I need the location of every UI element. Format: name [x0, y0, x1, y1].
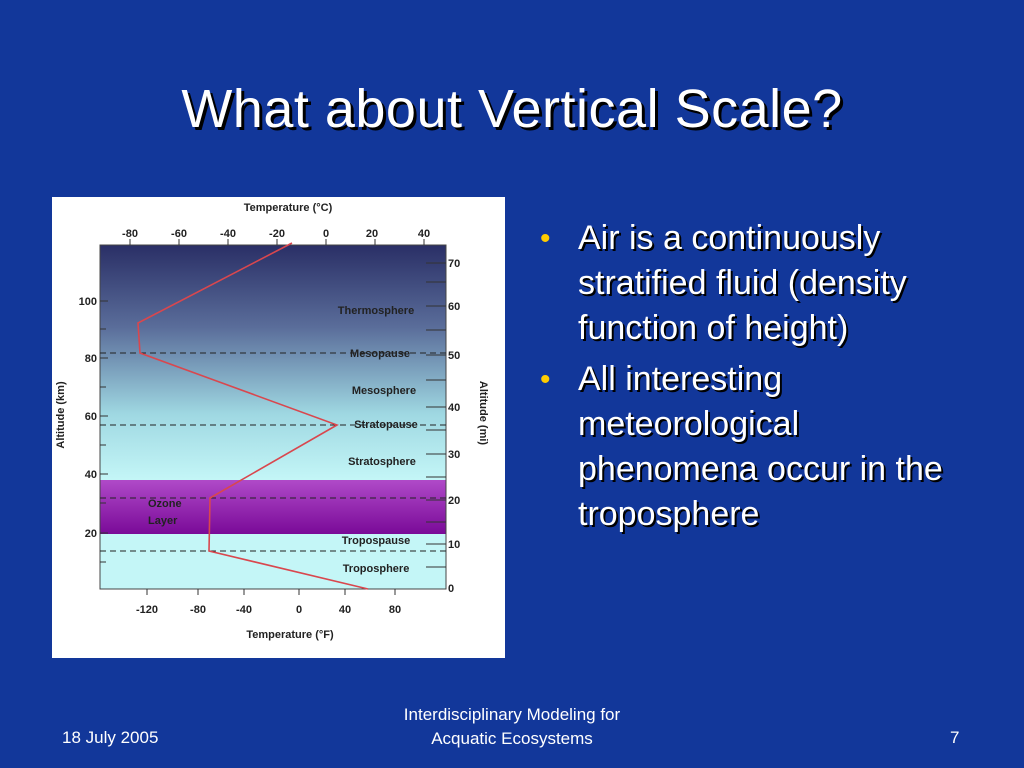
- layer-label-troposphere: Troposphere: [343, 563, 410, 575]
- bullet-item: • All interesting meteorological phenome…: [540, 357, 980, 537]
- layer-label-ozone-layer: Layer: [148, 515, 178, 527]
- bullet-dot-icon: •: [540, 363, 551, 396]
- upper-atmosphere-band: [100, 245, 446, 480]
- top-tick-label: -60: [171, 228, 187, 240]
- right-tick-label: 30: [448, 449, 460, 461]
- bottom-tick-label: -40: [236, 604, 252, 616]
- layer-label-thermosphere: Thermosphere: [338, 305, 414, 317]
- layer-label-stratopause: Stratopause: [354, 419, 418, 431]
- layer-label-tropopause: Tropospause: [342, 535, 410, 547]
- atmosphere-diagram: Temperature (°C) -80 -60 -40 -20 0 20 40…: [52, 197, 505, 658]
- right-axis-ticks: [426, 262, 446, 568]
- layer-label-mesopause: Mesopause: [350, 348, 410, 360]
- right-tick-label: 40: [448, 402, 460, 414]
- left-tick-label: 100: [79, 296, 97, 308]
- left-axis-title: Altitude (km): [55, 381, 67, 449]
- footer-title-line-2: Acquatic Ecosystems: [431, 729, 593, 748]
- left-tick-label: 60: [85, 411, 97, 423]
- right-tick-label: 60: [448, 301, 460, 313]
- bottom-tick-label: 40: [339, 604, 351, 616]
- layer-label-stratosphere: Stratosphere: [348, 456, 416, 468]
- top-tick-label: 40: [418, 228, 430, 240]
- right-tick-label: 20: [448, 495, 460, 507]
- slide-title: What about Vertical Scale?: [181, 79, 843, 139]
- ozone-layer-band: [100, 480, 446, 534]
- right-axis-title: Altitude (mi): [477, 381, 489, 445]
- horizontal-axis-ticks: [129, 239, 425, 595]
- right-tick-label: 10: [448, 539, 460, 551]
- top-tick-label: 0: [323, 228, 329, 240]
- right-tick-label: 50: [448, 350, 460, 362]
- top-axis-title: Temperature (°C): [244, 202, 333, 214]
- bullet-item: • Air is a continuously stratified fluid…: [540, 216, 980, 351]
- bullet-dot-icon: •: [540, 222, 551, 255]
- left-tick-label: 80: [85, 353, 97, 365]
- layer-label-mesosphere: Mesosphere: [352, 385, 416, 397]
- top-tick-label: -40: [220, 228, 236, 240]
- bullet-text: All interesting meteorological phenomena…: [578, 360, 943, 533]
- layer-label-ozone: Ozone: [148, 498, 182, 510]
- left-tick-label: 40: [85, 469, 97, 481]
- bottom-axis-title: Temperature (°F): [246, 629, 334, 641]
- bottom-tick-label: 0: [296, 604, 302, 616]
- bullet-list: • Air is a continuously stratified fluid…: [540, 216, 980, 543]
- top-tick-label: 20: [366, 228, 378, 240]
- bottom-tick-label: -80: [190, 604, 206, 616]
- right-tick-label: 0: [448, 583, 454, 595]
- troposphere-band: [100, 534, 446, 589]
- footer-title: Interdisciplinary Modeling for Acquatic …: [362, 703, 662, 751]
- bottom-tick-label: -120: [136, 604, 158, 616]
- left-axis-ticks: [100, 300, 108, 563]
- top-tick-label: -20: [269, 228, 285, 240]
- atmosphere-diagram-svg: Temperature (°C) -80 -60 -40 -20 0 20 40…: [55, 202, 489, 641]
- top-tick-label: -80: [122, 228, 138, 240]
- left-tick-label: 20: [85, 528, 97, 540]
- footer-title-line-1: Interdisciplinary Modeling for: [403, 705, 621, 724]
- temperature-profile-line: [137, 242, 369, 590]
- plot-frame: [99, 244, 447, 590]
- right-tick-label: 70: [448, 258, 460, 270]
- footer-date: 18 July 2005: [62, 728, 159, 747]
- bottom-tick-label: 80: [389, 604, 401, 616]
- bullet-text: Air is a continuously stratified fluid (…: [578, 219, 907, 347]
- page-number: 7: [950, 728, 960, 747]
